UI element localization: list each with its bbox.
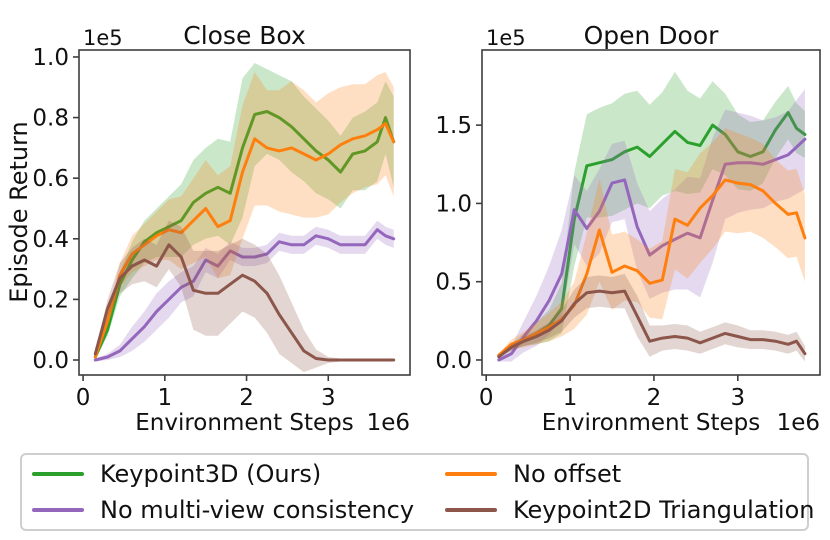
y-tick-label: 0.5 [435,270,472,296]
y-tick-label: 0.6 [32,166,69,192]
y-tick-label: 0.8 [32,106,69,132]
x-axis-label: Environment Steps [542,410,761,436]
x-axis-offset-text: 1e6 [777,410,820,436]
legend-label-keypoint3d-ours: Keypoint3D (Ours) [100,460,322,488]
x-axis-label: Environment Steps [135,410,354,436]
no-multi-view-consistency-line [497,137,807,362]
y-tick-label: 0.0 [32,348,69,374]
no-offset-band [95,72,394,360]
axes-frame [78,49,411,376]
no-multi-view-consistency-band [498,89,805,362]
x-tick-label: 1 [157,385,172,411]
keypoint3d-ours-band [498,71,805,357]
legend-label-no-multi-view-consistency: No multi-view consistency [100,496,415,524]
plots-canvas: 0 1 2 3 0.0 0.2 0.4 0.6 0.8 1.0 Close Box 1e5 Enviro… [5,21,821,436]
x-tick-label: 0 [479,385,494,411]
legend-item-no-offset: No offset [445,456,814,492]
legend-label-keypoint2d-triangulation: Keypoint2D Triangulation [513,496,815,524]
legend-line-swatch-keypoint3d-ours [32,472,84,476]
x-axis-offset-text: 1e6 [367,410,410,436]
keypoint2d-triangulation-band [498,273,805,362]
chart-title: Open Door [584,21,720,50]
y-axis-offset-text: 1e5 [486,26,526,50]
legend-label-no-offset: No offset [513,460,622,488]
keypoint3d-ours-line [93,110,396,359]
no-offset-line [497,178,807,357]
keypoint3d-ours-line [497,111,807,357]
legend-item-keypoint3d-ours: Keypoint3D (Ours) [32,456,445,492]
y-tick-label: 0.4 [32,227,69,253]
x-tick-label: 3 [730,385,745,411]
plot-area-open-door [497,71,807,362]
x-tick-label: 1 [563,385,578,411]
no-offset-line [93,122,396,359]
y-tick-label: 1.0 [32,45,69,71]
keypoint2d-triangulation-line [497,289,807,359]
y-tick-label: 0.0 [435,348,472,374]
keypoint2d-triangulation-band [95,220,394,373]
keypoint3d-ours-band [95,63,394,360]
keypoint2d-triangulation-line [93,243,396,362]
x-tick-label: 2 [647,385,662,411]
legend-line-swatch-no-offset [445,472,497,476]
y-axis-offset-text: 1e5 [83,26,123,50]
legend: Keypoint3D (Ours) No offset No multi-vie… [20,453,814,531]
x-tick-label: 3 [321,385,336,411]
no-multi-view-consistency-line [93,228,396,362]
chart-close-box: 0 1 2 3 0.0 0.2 0.4 0.6 0.8 1.0 Close Box 1e5 Enviro… [32,21,411,436]
y-tick-label: 0.2 [32,287,69,313]
y-tick-label: 1.5 [435,113,472,139]
chart-title: Close Box [183,21,306,50]
x-tick-label: 2 [239,385,254,411]
legend-item-keypoint2d-triangulation: Keypoint2D Triangulation [445,492,814,528]
chart-open-door: 0 1 2 3 0.0 0.5 1.0 1.5 Open Door 1e5 Environment … [435,21,821,436]
x-tick-label: 0 [76,385,91,411]
axes-frame [481,49,821,376]
y-axis-label: Episode Return [5,121,33,303]
plot-area-close-box [93,63,396,373]
y-tick-label: 1.0 [435,191,472,217]
legend-line-swatch-no-multi-view-consistency [32,508,84,512]
legend-line-swatch-keypoint2d-triangulation [445,508,497,512]
legend-item-no-multi-view-consistency: No multi-view consistency [32,492,445,528]
